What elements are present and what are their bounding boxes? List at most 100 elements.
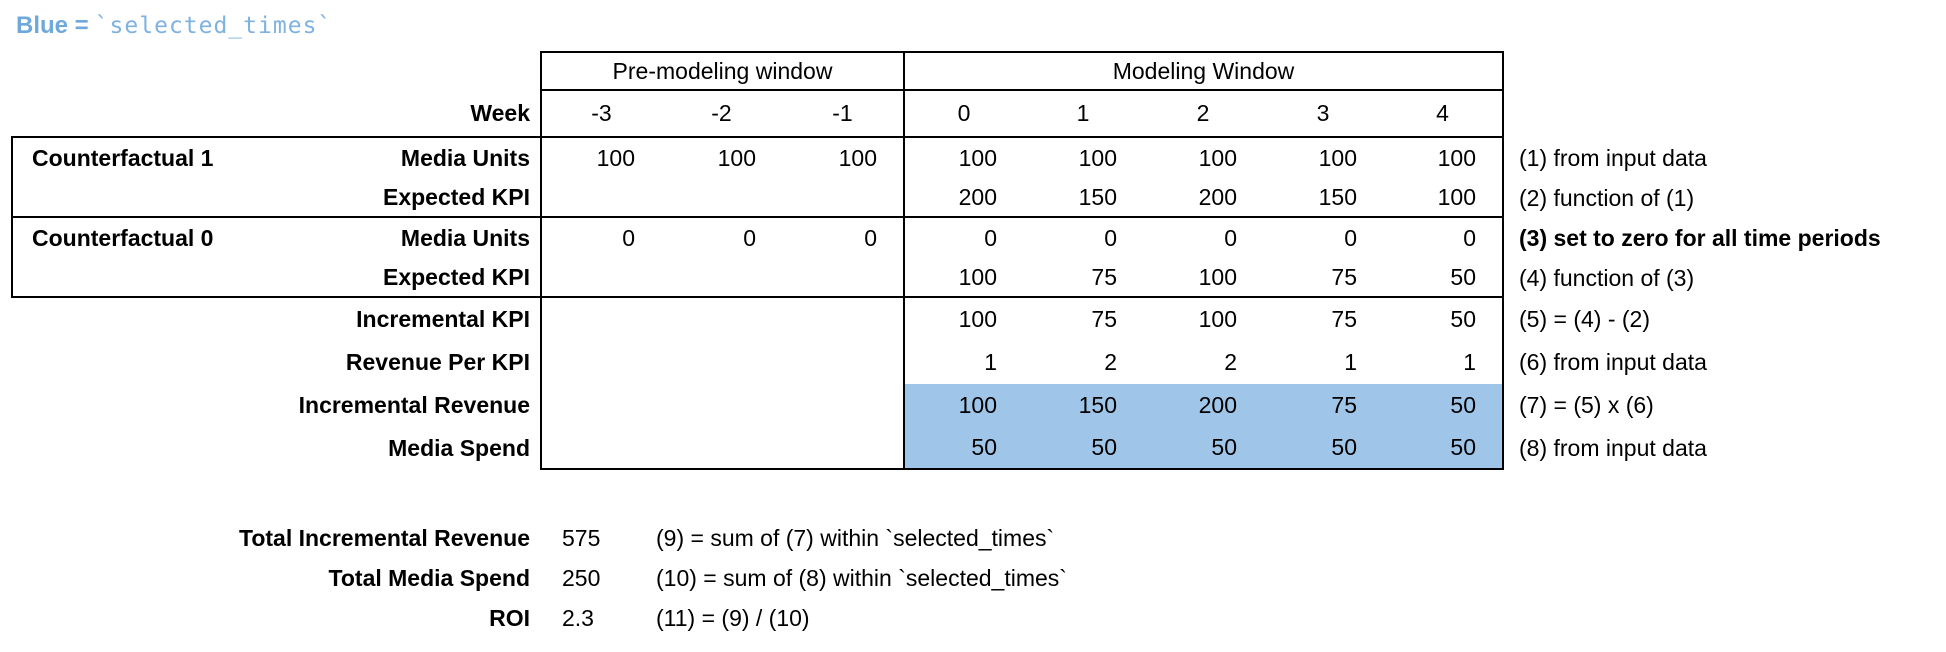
- row-label-cell: Expected KPI: [11, 258, 540, 298]
- row-annotation: (8) from input data: [1519, 435, 1707, 461]
- week-cell: -1: [782, 91, 903, 138]
- value-cell: 2: [1224, 349, 1237, 375]
- total-incremental-revenue-row: Total Incremental Revenue 575 (9) = sum …: [0, 518, 1946, 558]
- value-cell: 100: [903, 298, 1023, 341]
- modeling-window-header: Modeling Window: [903, 51, 1504, 91]
- week-label-cell: Week: [11, 91, 540, 138]
- row-label: Incremental Revenue: [298, 392, 530, 418]
- roi-row: ROI 2.3 (11) = (9) / (10): [0, 598, 1946, 638]
- group-label: Counterfactual 0: [32, 224, 214, 251]
- value-cell: 100: [1383, 178, 1504, 218]
- value-cell: [782, 178, 903, 218]
- value-cell: [540, 341, 661, 384]
- week-cell: 3: [1263, 91, 1383, 138]
- highlighted-value-cell: 50: [1383, 384, 1504, 427]
- value-cell: 0: [1383, 218, 1504, 258]
- highlighted-value-cell: 150: [1023, 384, 1143, 427]
- highlighted-value-cell: 50: [1023, 427, 1143, 470]
- value-cell: [661, 258, 782, 298]
- row-label: Media Units: [400, 224, 530, 251]
- highlighted-value-cell: 50: [1143, 427, 1263, 470]
- value-cell: 100: [540, 138, 661, 178]
- row-label: Expected KPI: [383, 263, 530, 290]
- total-annotation: (9) = sum of (7) within `selected_times`: [656, 524, 1055, 551]
- total-value: 575: [562, 524, 601, 551]
- value-cell: 0: [743, 224, 756, 251]
- week-cell: 4: [1383, 91, 1504, 138]
- value-cell: 100: [1078, 144, 1117, 171]
- value-cell: 100: [903, 258, 1023, 298]
- row-label-cell: Media Spend: [0, 427, 540, 470]
- table-row: Media Spend 50 50 50 50 50 (8) from inpu…: [0, 427, 1946, 470]
- row-label-cell: Revenue Per KPI: [0, 341, 540, 384]
- table-row: Incremental Revenue 100 150 200 75 50 (7…: [0, 384, 1946, 427]
- highlighted-value-cell: 75: [1263, 384, 1383, 427]
- value-cell: [540, 178, 661, 218]
- value-cell: 100: [717, 144, 756, 171]
- total-annotation: (10) = sum of (8) within `selected_times…: [656, 564, 1067, 591]
- table-row: Counterfactual 0 Media Units 0 0 0 0 0 0 …: [0, 218, 1946, 258]
- value-cell: 150: [1263, 178, 1383, 218]
- value-cell: 150: [1023, 178, 1143, 218]
- table-row: Expected KPI 100 75 100 75 50 (4) functi…: [0, 258, 1946, 298]
- value-cell: [540, 427, 661, 470]
- value-cell: [661, 298, 782, 341]
- row-label: Media Units: [400, 144, 530, 171]
- week-cell: 0: [903, 91, 1023, 138]
- week-cell: 2: [1143, 91, 1263, 138]
- value-cell: 100: [1198, 306, 1237, 332]
- week-cell: 1: [1023, 91, 1143, 138]
- value-cell: [661, 178, 782, 218]
- total-annotation: (11) = (9) / (10): [656, 604, 810, 631]
- row-label-cell: Counterfactual 0 Media Units: [11, 218, 540, 258]
- row-label-cell: Incremental KPI: [0, 298, 540, 341]
- value-cell: 200: [903, 178, 1023, 218]
- value-cell: 100: [1383, 138, 1504, 178]
- value-cell: [661, 384, 782, 427]
- highlighted-value-cell: 50: [1263, 427, 1383, 470]
- row-label-cell: Expected KPI: [11, 178, 540, 218]
- total-value: 250: [562, 564, 601, 591]
- value-cell: 0: [864, 224, 877, 251]
- row-label: Media Spend: [388, 435, 530, 461]
- week-row: Week -3 -2 -1 0 1 2 3 4: [0, 91, 1946, 138]
- value-cell: 100: [1318, 144, 1357, 171]
- table-header-row: Pre-modeling window Modeling Window: [0, 51, 1946, 91]
- value-cell: 1: [1344, 349, 1357, 375]
- value-cell: 0: [540, 218, 661, 258]
- value-cell: 0: [1224, 224, 1237, 251]
- value-cell: 75: [1263, 258, 1383, 298]
- value-cell: 2: [1104, 349, 1117, 375]
- totals-section: Total Incremental Revenue 575 (9) = sum …: [0, 518, 1946, 638]
- value-cell: [782, 384, 903, 427]
- value-cell: 100: [838, 144, 877, 171]
- counterfactual-table: Pre-modeling window Modeling Window Week…: [0, 51, 1946, 470]
- legend-blue-label: Blue =: [16, 12, 89, 39]
- week-label: Week: [470, 100, 530, 126]
- value-cell: 75: [1091, 306, 1117, 332]
- week-cell: -3: [540, 91, 661, 138]
- total-label: Total Media Spend: [328, 564, 530, 591]
- row-annotation: (6) from input data: [1519, 349, 1707, 375]
- table-row: Revenue Per KPI 1 2 2 1 1 (6) from input…: [0, 341, 1946, 384]
- value-cell: [540, 298, 661, 341]
- row-label-cell: Counterfactual 1 Media Units: [11, 138, 540, 178]
- row-annotation: (7) = (5) x (6): [1519, 392, 1654, 418]
- highlighted-value-cell: 50: [1383, 427, 1504, 470]
- value-cell: 1: [1383, 341, 1504, 384]
- row-label: Revenue Per KPI: [345, 349, 530, 375]
- total-label: ROI: [489, 604, 530, 631]
- value-cell: [540, 384, 661, 427]
- value-cell: 100: [1198, 144, 1237, 171]
- empty-cell: [1504, 51, 1946, 91]
- table-row: Expected KPI 200 150 200 150 100 (2) fun…: [0, 178, 1946, 218]
- value-cell: [782, 427, 903, 470]
- value-cell: 50: [1383, 298, 1504, 341]
- total-label: Total Incremental Revenue: [239, 524, 530, 551]
- value-cell: 0: [1344, 224, 1357, 251]
- value-cell: [782, 258, 903, 298]
- value-cell: [661, 341, 782, 384]
- row-annotation: (4) function of (3): [1519, 264, 1695, 291]
- highlighted-value-cell: 50: [903, 427, 1023, 470]
- legend-selected-times-code: `selected_times`: [94, 13, 333, 39]
